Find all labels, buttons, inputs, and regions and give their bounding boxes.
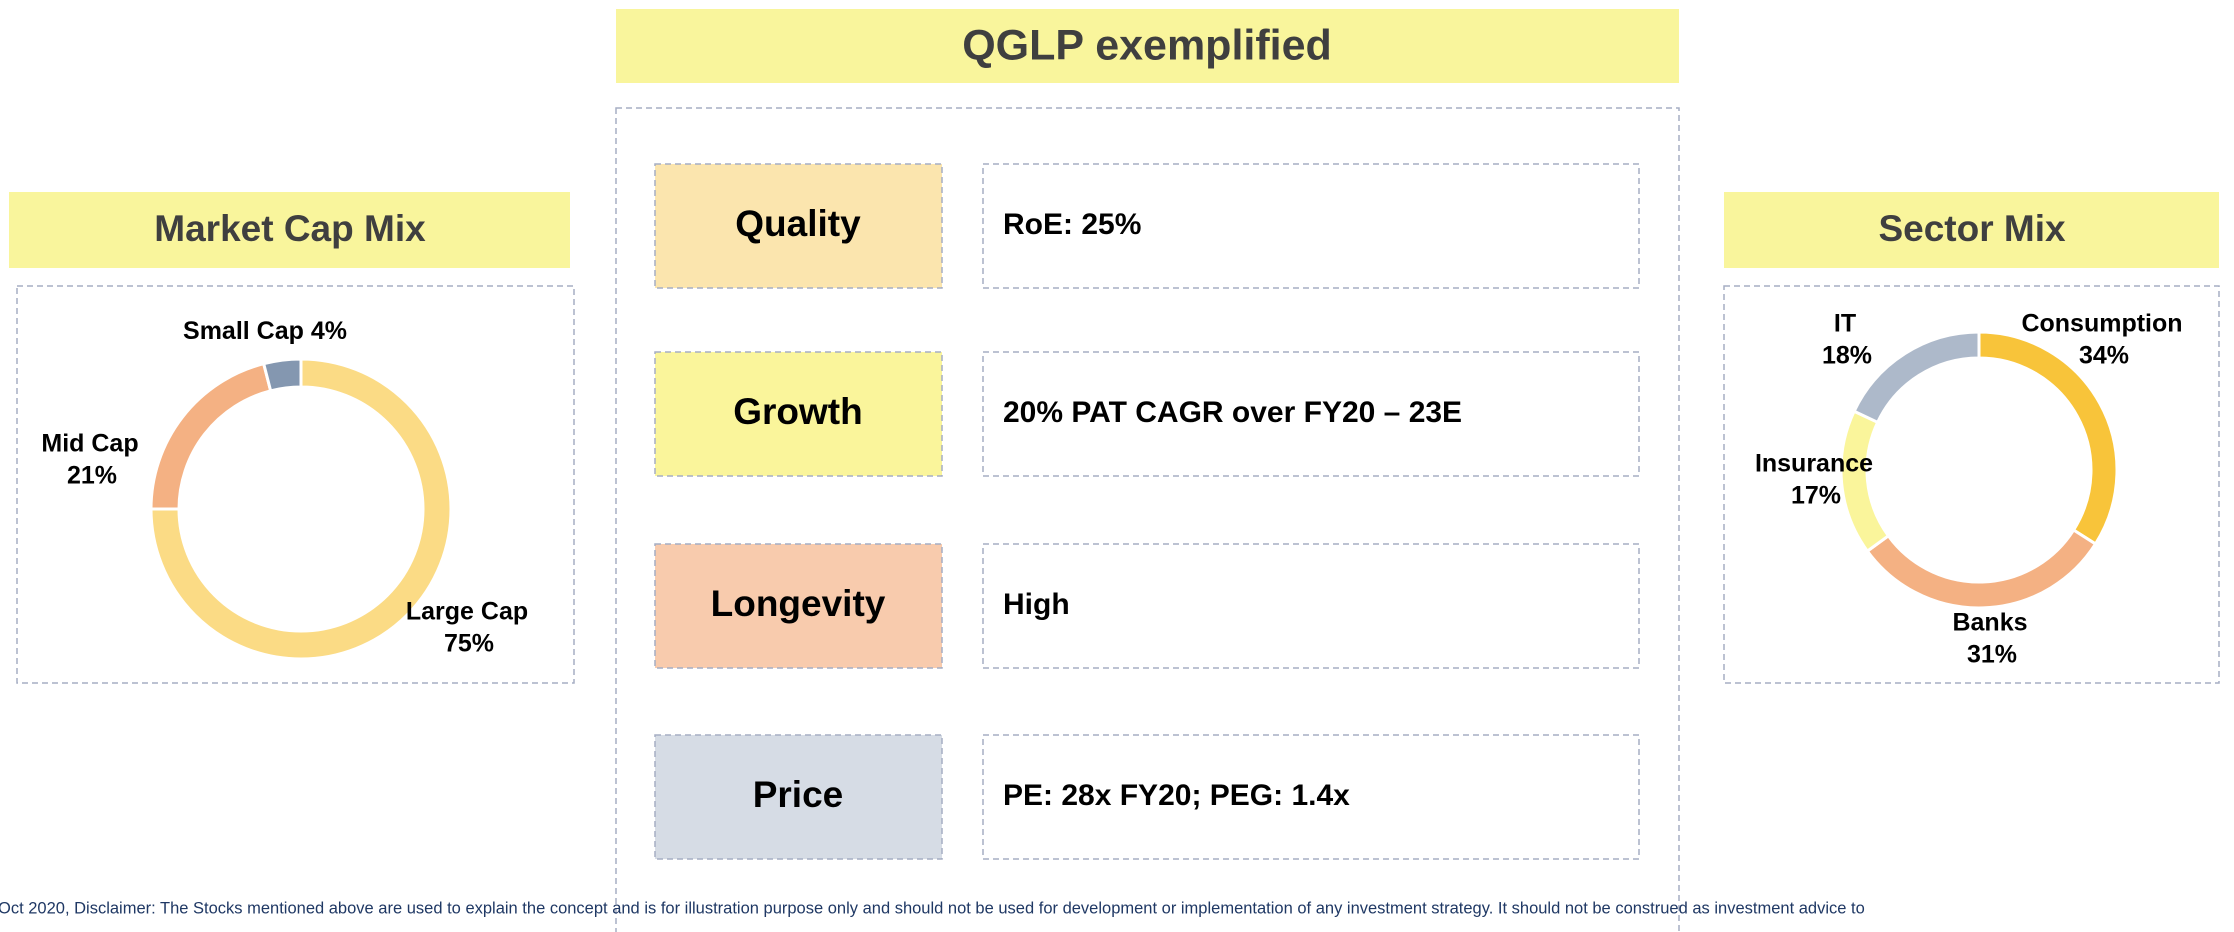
pillar-detail-box [982,351,1640,477]
slice-name: Insurance [1755,450,1873,478]
donut-slice [149,361,273,511]
donut-slice [1865,527,2098,610]
pillar-detail: High [1003,588,1070,621]
pillar-label: Longevity [711,583,886,624]
qglp-panel [615,107,1680,932]
pillar-label: Growth [733,391,862,432]
slice-label: Small Cap 4% [183,317,347,345]
slice-name: Consumption [2021,310,2182,338]
chart-panel [16,285,575,684]
donut-slice [261,357,303,393]
donut-slice [1839,409,1891,554]
pillar-detail-box [982,163,1640,289]
pillar-label: Quality [735,203,861,244]
chart-title-bar [1724,192,2219,268]
donut-slice [1852,330,1981,425]
pillar-label: Price [753,774,844,815]
disclaimer: Oct 2020, Disclaimer: The Stocks mention… [0,899,1865,917]
donut-slice [149,357,453,661]
pillar-box [654,543,943,669]
slice-value: 21% [67,462,117,490]
pillar-box [654,734,943,860]
pillar-detail: 20% PAT CAGR over FY20 – 23E [1003,396,1462,429]
slice-value: 18% [1822,342,1872,370]
pillar-detail: PE: 28x FY20; PEG: 1.4x [1003,779,1350,812]
pillar-box [654,351,943,477]
slice-value: 31% [1967,641,2017,669]
slide-title: QGLP exemplified [962,21,1332,69]
slice-value: 17% [1791,482,1841,510]
chart-title-bar [9,192,570,268]
chart-title: Sector Mix [1878,208,2066,249]
title-bar [616,9,1679,83]
slice-name: Large Cap [406,598,528,626]
pillar-box [654,163,943,289]
slice-value: 34% [2079,342,2129,370]
pillar-detail-box [982,543,1640,669]
slice-name: IT [1834,310,1856,338]
chart-title: Market Cap Mix [154,208,426,249]
pillar-detail: RoE: 25% [1003,208,1141,241]
slice-name: Mid Cap [41,430,138,458]
slice-value: 4% [311,317,347,345]
slice-name: Small Cap [183,317,304,345]
pillar-detail-box [982,734,1640,860]
slice-name: Banks [1952,609,2027,637]
chart-panel [1723,285,2220,684]
slice-value: 75% [444,630,494,658]
